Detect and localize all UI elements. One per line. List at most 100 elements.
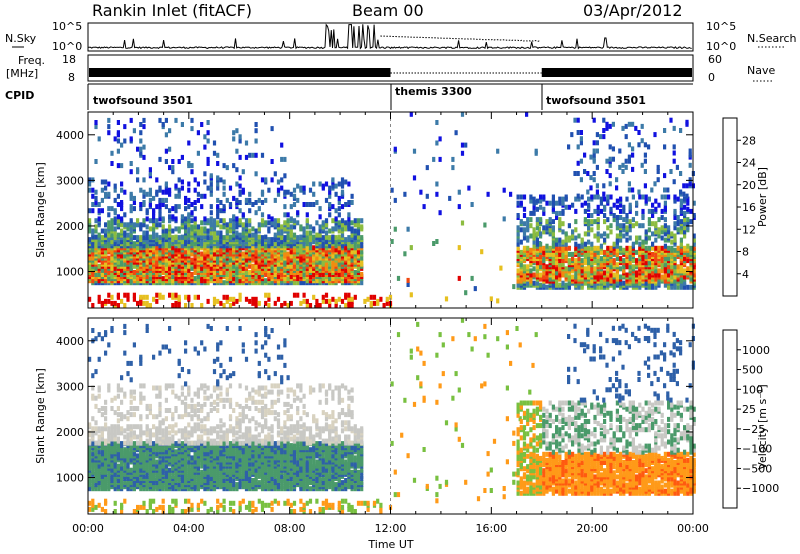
heatmap-cell bbox=[622, 233, 626, 239]
heatmap-cell bbox=[606, 217, 610, 223]
heatmap-cell bbox=[532, 249, 536, 255]
heatmap-cell bbox=[369, 300, 373, 306]
heatmap-cell bbox=[647, 221, 651, 227]
heatmap-cell bbox=[657, 202, 661, 208]
heatmap-cell bbox=[529, 198, 533, 204]
heatmap-cell bbox=[292, 218, 297, 224]
heatmap-cell bbox=[576, 193, 580, 199]
heatmap-cell bbox=[551, 198, 555, 204]
heatmap-cell bbox=[318, 214, 322, 220]
heatmap-cell bbox=[302, 202, 306, 207]
heatmap-cell bbox=[679, 241, 683, 247]
heatmap-cell bbox=[551, 282, 555, 288]
freq-tick-bottom: 8 bbox=[68, 71, 75, 84]
heatmap-cell bbox=[91, 202, 95, 207]
heatmap-cell bbox=[683, 196, 687, 202]
heatmap-cell bbox=[94, 234, 98, 240]
heatmap-cell bbox=[353, 270, 357, 275]
heatmap-cell bbox=[653, 181, 657, 187]
heatmap-cell bbox=[100, 228, 104, 234]
heatmap-cell bbox=[583, 272, 587, 278]
heatmap-cell bbox=[257, 234, 261, 240]
heatmap-cell bbox=[142, 177, 146, 183]
heatmap-cell bbox=[393, 146, 397, 152]
heatmap-cell bbox=[132, 292, 136, 298]
heatmap-cell bbox=[97, 263, 101, 269]
heatmap-cell bbox=[289, 228, 293, 234]
heatmap-cell bbox=[164, 473, 168, 479]
heatmap-cell bbox=[97, 216, 101, 222]
heatmap-cell bbox=[129, 232, 133, 238]
cpid-segment-2: themis 3300 bbox=[395, 85, 472, 98]
heatmap-cell bbox=[615, 256, 619, 262]
heatmap-cell bbox=[615, 198, 619, 204]
heatmap-cell bbox=[145, 473, 149, 479]
heatmap-cell bbox=[344, 202, 348, 207]
heatmap-cell bbox=[331, 245, 335, 251]
heatmap-cell bbox=[519, 239, 523, 245]
heatmap-cell bbox=[190, 163, 194, 169]
heatmap-cell bbox=[353, 222, 357, 228]
heatmap-cell bbox=[251, 255, 255, 261]
heatmap-cell bbox=[155, 249, 159, 255]
heatmap-cell bbox=[139, 222, 143, 228]
heatmap-cell bbox=[270, 280, 274, 286]
heatmap-cell bbox=[276, 296, 281, 302]
heatmap-cell bbox=[91, 484, 95, 490]
heatmap-cell bbox=[142, 189, 146, 195]
heatmap-cell bbox=[651, 208, 655, 214]
heatmap-cell bbox=[344, 267, 348, 273]
heatmap-cell bbox=[110, 294, 114, 300]
heatmap-cell bbox=[116, 232, 120, 238]
heatmap-cell bbox=[679, 208, 683, 214]
heatmap-cell bbox=[184, 216, 188, 222]
heatmap-cell bbox=[612, 241, 616, 247]
heatmap-cell bbox=[177, 257, 181, 263]
heatmap-cell bbox=[692, 213, 696, 218]
heatmap-cell bbox=[139, 138, 143, 144]
heatmap-cell bbox=[161, 294, 165, 300]
heatmap-cell bbox=[670, 274, 674, 280]
heatmap-cell bbox=[177, 294, 181, 300]
heatmap-cell bbox=[200, 251, 204, 257]
heatmap-cell bbox=[615, 247, 619, 253]
heatmap-cell bbox=[535, 237, 539, 243]
heatmap-cell bbox=[286, 235, 290, 241]
heatmap-cell bbox=[350, 303, 354, 308]
heatmap-cell bbox=[132, 200, 136, 205]
heatmap-cell bbox=[590, 268, 594, 274]
heatmap-cell bbox=[539, 254, 543, 259]
heatmap-cell bbox=[260, 270, 265, 275]
heatmap-cell bbox=[94, 241, 98, 247]
heatmap-cell bbox=[483, 222, 487, 228]
heatmap-cell bbox=[100, 179, 104, 185]
heatmap-cell bbox=[385, 300, 389, 306]
heatmap-cell bbox=[567, 245, 571, 251]
heatmap-cell bbox=[305, 218, 309, 224]
heatmap-cell bbox=[136, 453, 140, 459]
heatmap-cell bbox=[516, 245, 520, 251]
cpid-panel: CPID twofsound 3501 themis 3300 twofsoun… bbox=[5, 83, 693, 110]
heatmap-cell bbox=[542, 256, 546, 262]
heatmap-cell bbox=[216, 210, 220, 216]
heatmap-cell bbox=[164, 187, 168, 193]
heatmap-cell bbox=[292, 232, 297, 238]
heatmap-cell bbox=[251, 300, 255, 306]
heatmap-cell bbox=[209, 210, 213, 216]
heatmap-cell bbox=[625, 196, 629, 202]
heatmap-cell bbox=[280, 177, 284, 183]
heatmap-cell bbox=[577, 196, 581, 202]
heatmap-cell bbox=[486, 191, 490, 197]
heatmap-cell bbox=[264, 234, 268, 240]
heatmap-cell bbox=[589, 154, 593, 160]
heatmap-cell bbox=[187, 204, 191, 210]
heatmap-cell bbox=[190, 169, 194, 175]
heatmap-cell bbox=[225, 259, 229, 265]
heatmap-cell bbox=[177, 159, 181, 164]
heatmap-cell bbox=[635, 258, 639, 264]
heatmap-cell bbox=[212, 251, 217, 257]
heatmap-cell bbox=[385, 296, 389, 302]
heatmap-cell bbox=[587, 231, 591, 237]
heatmap-cell bbox=[647, 144, 651, 150]
